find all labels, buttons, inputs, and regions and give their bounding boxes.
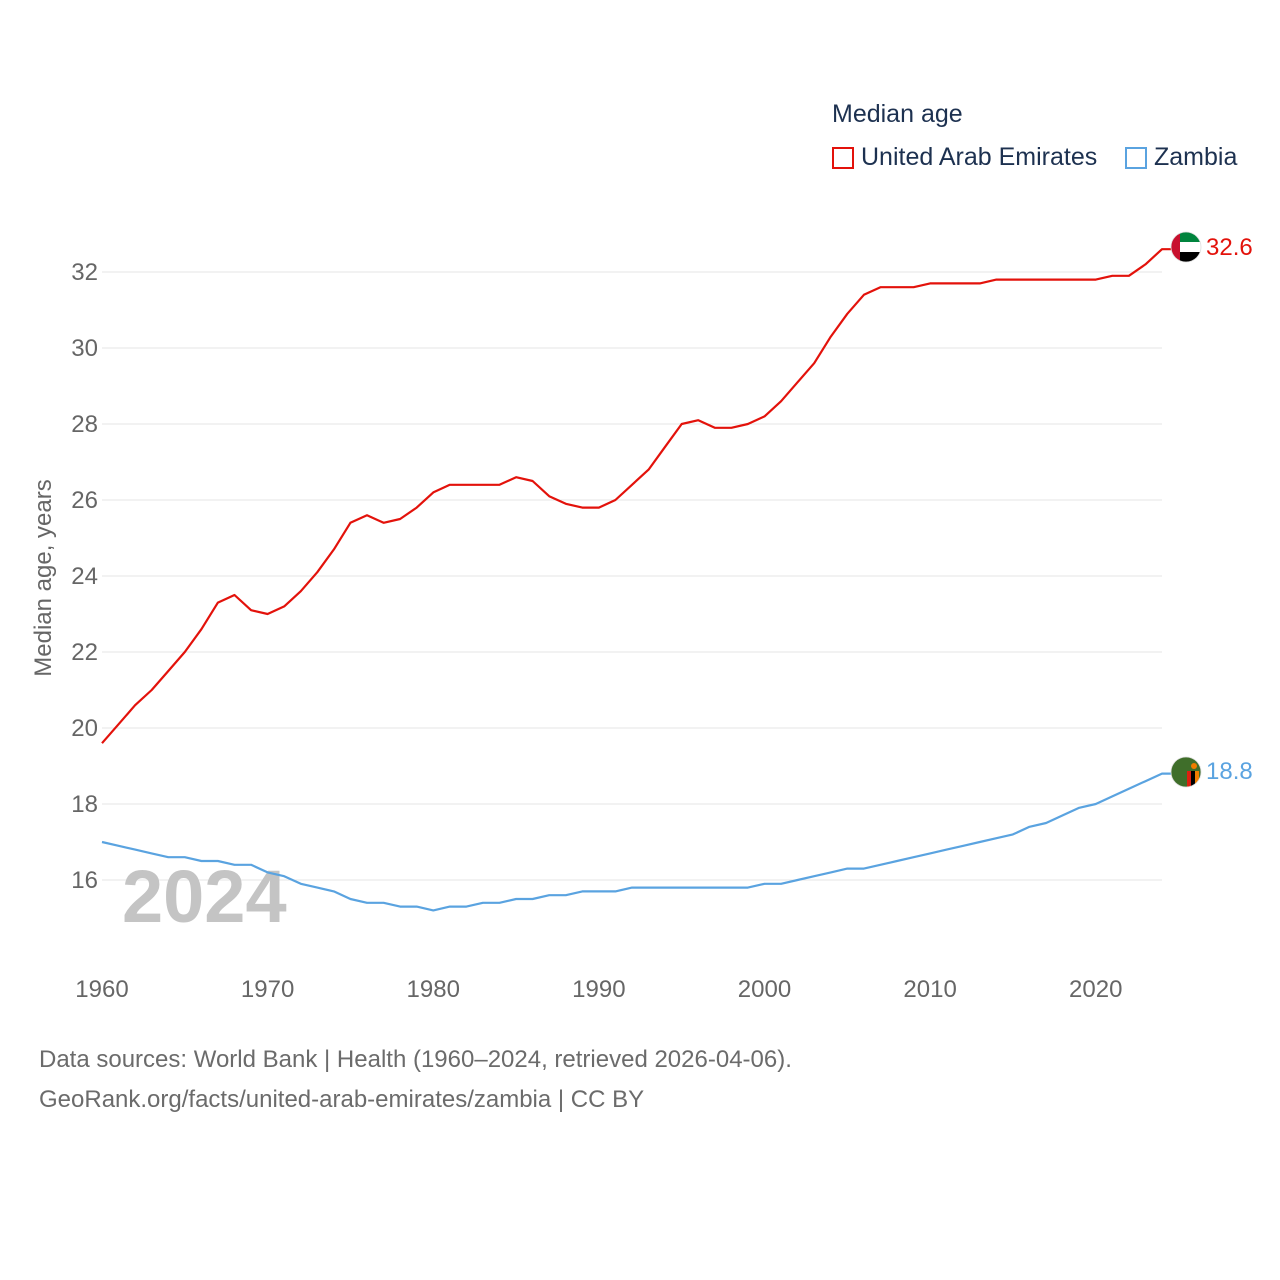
- y-tick-label: 18: [71, 791, 98, 818]
- legend-label-uae: United Arab Emirates: [861, 143, 1098, 171]
- y-tick-label: 32: [71, 259, 98, 286]
- x-tick-label: 2000: [738, 976, 791, 1003]
- x-tick-labels: 1960 1970 1980 1990 2000 2010 2020: [75, 976, 1122, 1003]
- x-tick-label: 2020: [1069, 976, 1122, 1003]
- y-tick-label: 28: [71, 411, 98, 438]
- x-tick-label: 1970: [241, 976, 294, 1003]
- y-axis-label: Median age, years: [30, 479, 57, 676]
- y-tick-labels: 16 18 20 22 24 26 28 30 32: [71, 259, 98, 894]
- legend-item-zambia[interactable]: Zambia: [1125, 143, 1237, 172]
- uae-flag-icon: [1170, 231, 1202, 263]
- year-watermark: 2024: [122, 855, 287, 938]
- y-tick-label: 24: [71, 563, 98, 590]
- y-tick-label: 30: [71, 335, 98, 362]
- series-line-zambia[interactable]: [101, 772, 1172, 912]
- x-tick-label: 1990: [572, 976, 625, 1003]
- zambia-end-label: 18.8: [1206, 758, 1253, 785]
- x-tick-label: 1960: [75, 976, 128, 1003]
- zambia-flag-icon: [1170, 756, 1202, 788]
- uae-end-label: 32.6: [1206, 234, 1253, 261]
- footer-sources: Data sources: World Bank | Health (1960–…: [39, 1046, 792, 1073]
- legend-swatch-zambia: [1125, 146, 1147, 169]
- series-line-uae[interactable]: [101, 248, 1172, 744]
- y-tick-label: 22: [71, 639, 98, 666]
- x-tick-label: 2010: [903, 976, 956, 1003]
- legend-swatch-uae: [832, 146, 854, 169]
- y-tick-label: 26: [71, 487, 98, 514]
- y-tick-label: 16: [71, 867, 98, 894]
- legend-title: Median age: [832, 100, 963, 128]
- x-tick-label: 1980: [407, 976, 460, 1003]
- gridlines: [102, 271, 1162, 881]
- legend-item-uae[interactable]: United Arab Emirates: [832, 143, 1097, 172]
- y-tick-label: 20: [71, 715, 98, 742]
- legend-label-zambia: Zambia: [1154, 143, 1238, 171]
- series-lines: [101, 248, 1172, 912]
- footer-link[interactable]: GeoRank.org/facts/united-arab-emirates/z…: [39, 1086, 645, 1113]
